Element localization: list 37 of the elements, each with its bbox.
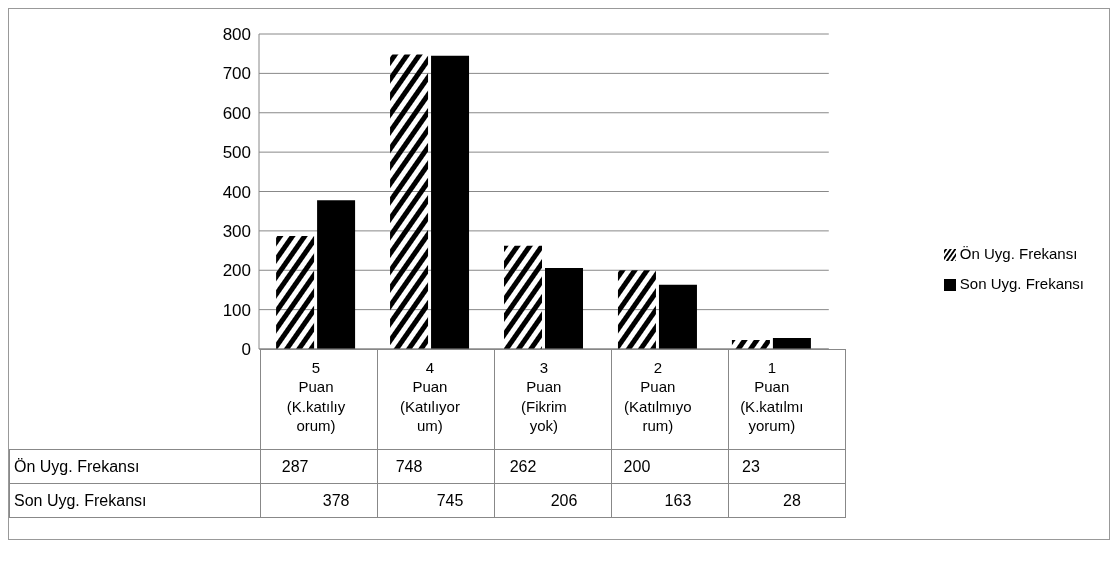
data-label: 262 (509, 458, 537, 475)
y-tick-label: 800 (222, 25, 251, 45)
bar (317, 200, 356, 349)
bar (276, 235, 315, 349)
bar (390, 54, 429, 349)
data-label: 378 (322, 492, 350, 509)
y-tick-label: 500 (222, 143, 251, 163)
data-label: 23 (742, 458, 760, 475)
bar (504, 245, 543, 349)
data-label: 163 (664, 492, 692, 509)
bar (772, 337, 811, 349)
data-label: 748 (395, 458, 423, 475)
bar (658, 284, 697, 349)
y-tick-label: 100 (222, 300, 251, 320)
x-tick-label: 4 Puan (Katılıyorum) (399, 358, 460, 434)
x-tick-label: 3 Puan (Fikrim yok) (520, 358, 567, 434)
text: Son Uyg. Frekansı (14, 491, 147, 509)
legend-label: Son Uyg. Frekansı (959, 275, 1084, 292)
x-tick-label: 5 Puan (K.katılıyorum) (286, 358, 346, 434)
x-tick-label: 2 Puan (Katılmıyorum) (624, 358, 692, 434)
y-tick-label: 600 (222, 103, 251, 123)
y-tick-label: 700 (222, 64, 251, 84)
data-label: 287 (281, 458, 309, 475)
bar (617, 270, 656, 349)
text: Ön Uyg. Frekansı (14, 457, 140, 475)
bar (545, 267, 584, 349)
y-tick-label: 0 (241, 340, 251, 360)
data-label: 745 (436, 492, 464, 509)
y-tick-label: 400 (222, 182, 251, 202)
y-tick-label: 300 (222, 221, 251, 241)
data-label: 28 (783, 492, 801, 509)
bar (431, 55, 470, 349)
y-tick-label: 200 (222, 261, 251, 281)
x-tick-label: 1 Puan (K.katılmıyorum) (740, 358, 804, 434)
legend-label: Ön Uyg. Frekansı (959, 245, 1078, 262)
data-label: 200 (623, 458, 651, 475)
data-label: 206 (550, 492, 578, 509)
